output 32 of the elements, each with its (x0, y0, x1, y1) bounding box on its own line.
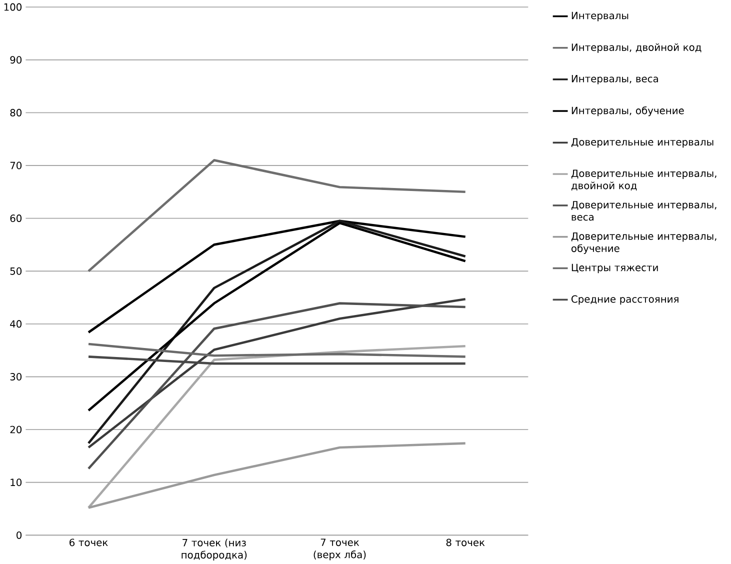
y-tick-label: 50 (10, 267, 22, 275)
y-tick-label: 10 (10, 478, 22, 486)
legend-label: Центры тяжести (572, 264, 658, 274)
y-tick-label: 0 (16, 532, 22, 540)
legend-label: Интервалы, веса (572, 75, 658, 84)
legend-label: Доверительные интервалы, обучение (571, 232, 716, 254)
y-tick-label: 90 (10, 56, 22, 64)
legend-label: Интервалы (572, 12, 628, 22)
x-tick-label: 7 точек (низ подбородка) (182, 538, 247, 561)
x-tick-label: 8 точек (446, 538, 485, 546)
legend-label: Интервалы, обучение (572, 106, 684, 116)
y-tick-label: 80 (10, 109, 22, 117)
x-tick-label: 6 точек (70, 538, 108, 546)
line-series (87, 222, 467, 412)
line-series (87, 345, 467, 509)
legend-label: Доверительные интервалы, веса (571, 201, 716, 221)
line-series (87, 342, 467, 358)
y-tick-label: 100 (4, 3, 22, 11)
x-tick-label: 7 точек (верх лба) (314, 538, 366, 560)
y-tick-label: 20 (10, 426, 22, 434)
legend-label: Доверительные интервалы (571, 138, 714, 148)
y-tick-label: 40 (10, 320, 22, 328)
line-series (87, 159, 467, 272)
legend-label: Доверительные интервалы, двойной код (571, 170, 716, 191)
y-tick-label: 30 (10, 373, 22, 381)
line-series (87, 442, 467, 509)
line-series (87, 220, 467, 445)
legend-label: Средние расстояния (572, 295, 678, 305)
y-tick-label: 70 (10, 162, 22, 170)
legend-label: Интервалы, двойной код (572, 43, 702, 53)
line-series (87, 220, 467, 334)
y-tick-label: 60 (10, 214, 22, 222)
